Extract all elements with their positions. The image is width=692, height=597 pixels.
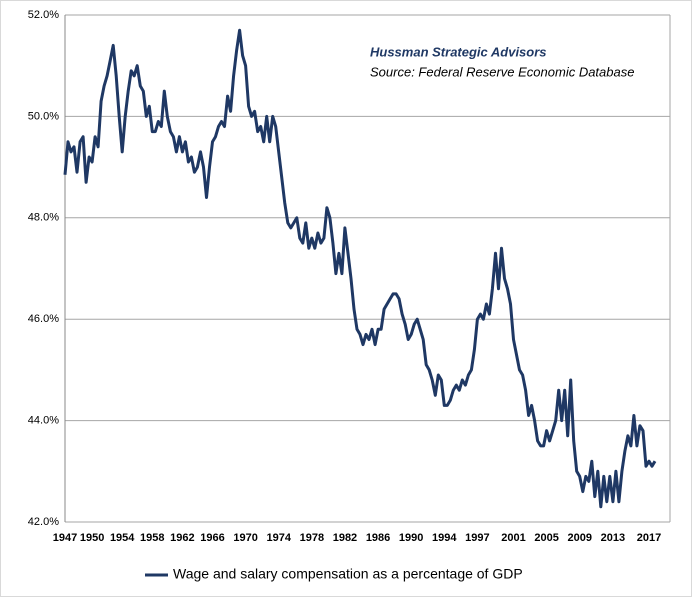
x-tick-label: 2009 — [568, 532, 592, 544]
line-series — [63, 28, 657, 509]
x-tick-label: 1950 — [80, 532, 104, 544]
x-tick-label: 1970 — [233, 532, 257, 544]
x-tick-label: 2001 — [501, 532, 525, 544]
y-tick-label: 44.0% — [28, 415, 59, 427]
x-tick-label: 1990 — [399, 532, 423, 544]
legend-label: Wage and salary compensation as a percen… — [173, 566, 523, 582]
x-tick-label: 2017 — [637, 532, 661, 544]
y-tick-label: 42.0% — [28, 516, 59, 528]
x-tick-label: 1954 — [110, 532, 135, 544]
x-tick-label: 1982 — [333, 532, 357, 544]
x-tick-label: 1986 — [366, 532, 390, 544]
x-tick-label: 1958 — [140, 532, 164, 544]
annotation: Hussman Strategic Advisors — [370, 44, 547, 59]
y-tick-label: 46.0% — [28, 313, 59, 325]
x-tick-label: 2013 — [601, 532, 625, 544]
x-tick-label: 1978 — [300, 532, 324, 544]
x-tick-label: 1994 — [432, 532, 457, 544]
x-tick-label: 1966 — [200, 532, 224, 544]
x-tick-label: 1947 — [53, 532, 77, 544]
x-tick-label: 1974 — [266, 532, 291, 544]
x-tick-label: 1962 — [170, 532, 194, 544]
x-tick-label: 1997 — [465, 532, 489, 544]
y-tick-label: 48.0% — [28, 212, 59, 224]
y-tick-label: 52.0% — [28, 9, 59, 21]
x-tick-label: 2005 — [534, 532, 558, 544]
y-tick-label: 50.0% — [28, 110, 59, 122]
annotation: Source: Federal Reserve Economic Databas… — [370, 64, 634, 79]
